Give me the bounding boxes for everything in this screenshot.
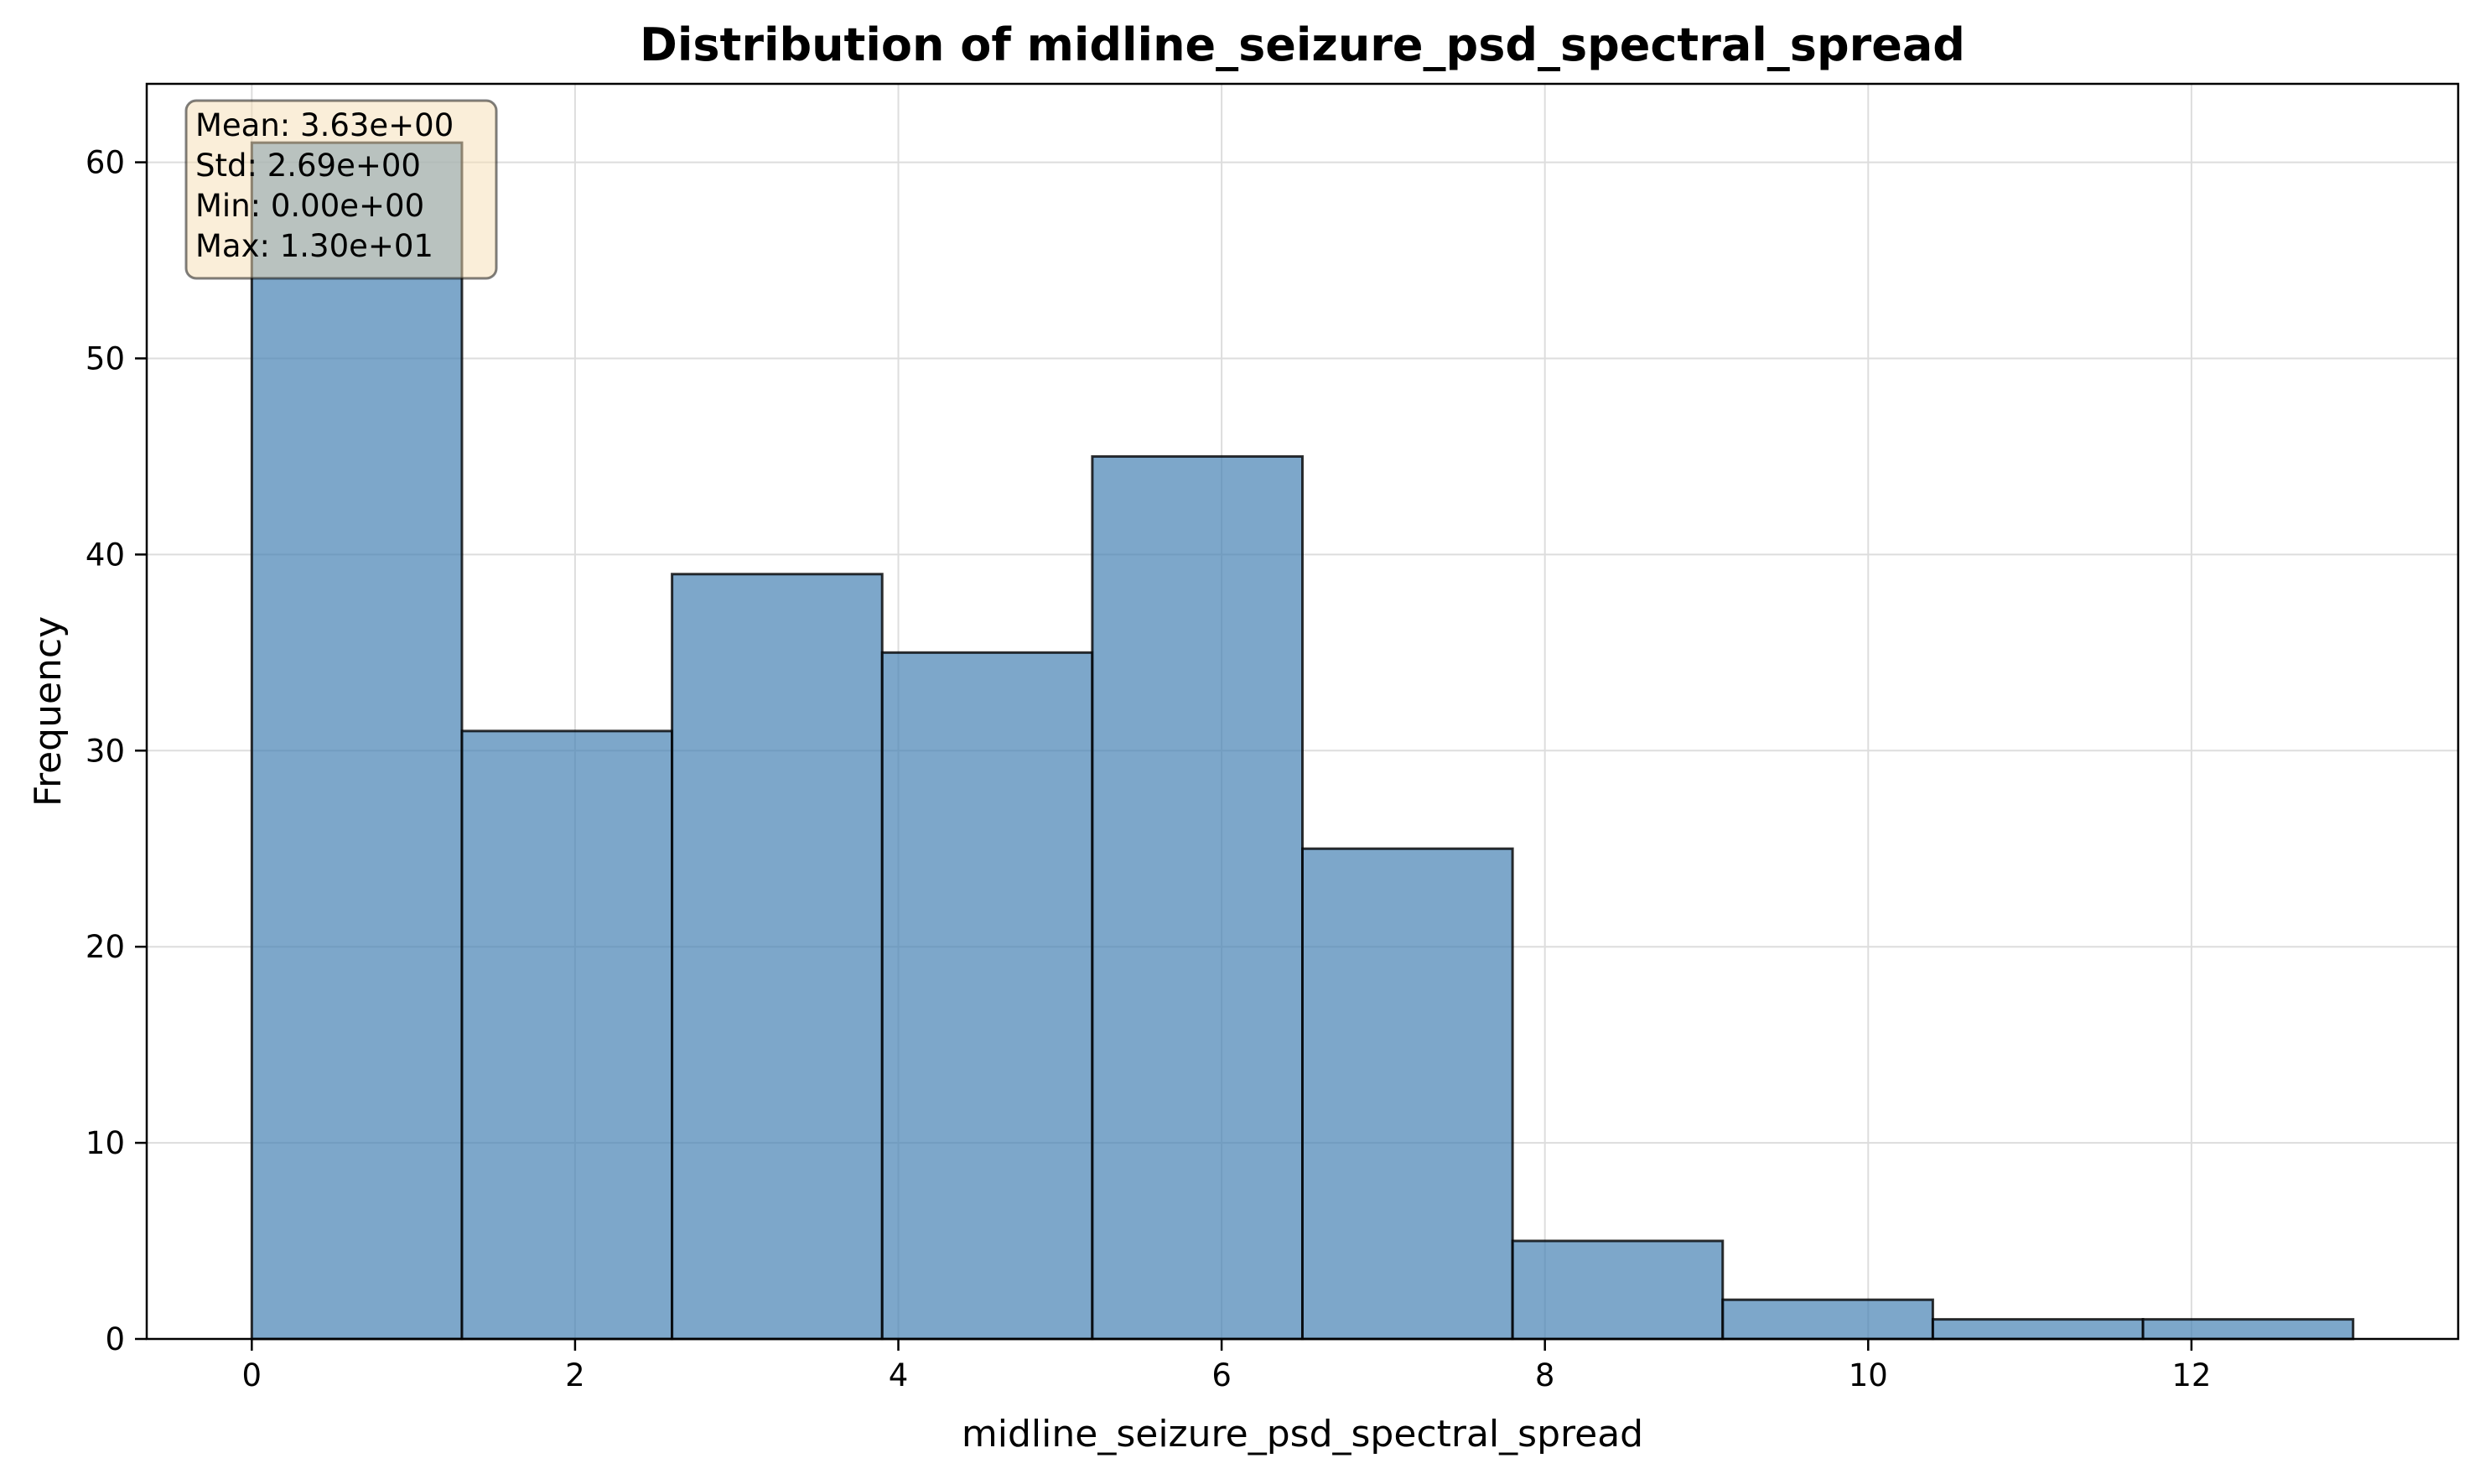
y-tick-label: 10 <box>86 1125 125 1161</box>
stats-mean-text: Mean: 3.63e+00 <box>195 107 454 143</box>
histogram-bar <box>250 141 464 1341</box>
histogram-bar <box>880 651 1094 1341</box>
x-tick-label: 0 <box>242 1357 262 1393</box>
plot-frame <box>145 82 2460 1341</box>
x-tick-label: 2 <box>565 1357 585 1393</box>
histogram-bar <box>1511 1239 1725 1341</box>
y-axis-label: Frequency <box>27 616 70 807</box>
y-tick-label: 30 <box>86 733 125 769</box>
y-tick-label: 40 <box>86 537 125 573</box>
x-tick-label: 6 <box>1211 1357 1232 1393</box>
x-axis-label: midline_seizure_psd_spectral_spread <box>962 1413 1643 1455</box>
y-tick-label: 20 <box>86 929 125 965</box>
histogram-bar <box>1721 1298 1934 1341</box>
x-tick-label: 8 <box>1535 1357 1555 1393</box>
stats-min-text: Min: 0.00e+00 <box>195 188 424 224</box>
y-tick-label: 60 <box>86 145 125 181</box>
x-tick-label: 4 <box>889 1357 909 1393</box>
chart-title: Distribution of midline_seizure_psd_spec… <box>640 18 1965 71</box>
bars-layer <box>250 141 2355 1341</box>
histogram-bar <box>1301 847 1514 1341</box>
histogram-bar <box>1091 454 1305 1341</box>
stats-box-background <box>184 99 498 280</box>
x-tick-label: 10 <box>1849 1357 1888 1393</box>
x-tick-label: 12 <box>2171 1357 2211 1393</box>
histogram-bar <box>671 573 884 1341</box>
histogram-bar <box>2141 1318 2355 1341</box>
stats-box: Mean: 3.63e+00 Std: 2.69e+00 Min: 0.00e+… <box>184 99 498 280</box>
stats-std-text: Std: 2.69e+00 <box>195 148 421 184</box>
y-tick-label: 50 <box>86 340 125 376</box>
stats-max-text: Max: 1.30e+01 <box>195 228 433 264</box>
y-tick-label: 0 <box>105 1321 125 1357</box>
ticks-layer: 0 2 4 6 8 10 12 0 10 20 30 40 50 60 <box>86 145 2212 1393</box>
histogram-bar <box>460 729 674 1341</box>
histogram-bar <box>1931 1318 2145 1341</box>
